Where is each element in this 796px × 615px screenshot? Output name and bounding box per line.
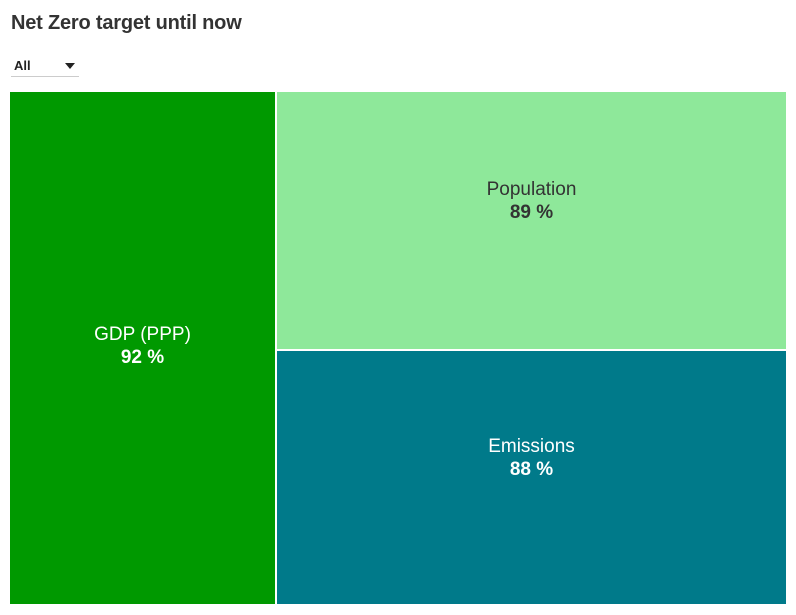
tile-category-label: Emissions: [488, 436, 575, 457]
tile-value-label: 89 %: [509, 201, 554, 223]
filter-dropdown-value: All: [14, 58, 31, 73]
tile-label: Emissions 88 %: [277, 436, 786, 482]
tile-value-label: 92 %: [120, 346, 165, 368]
tile-label: Population 89 %: [277, 179, 786, 225]
page-title: Net Zero target until now: [11, 12, 242, 34]
tile-value-label: 88 %: [509, 458, 554, 480]
filter-dropdown[interactable]: All: [11, 55, 79, 77]
treemap-tile-gdp[interactable]: GDP (PPP) 92 %: [10, 92, 275, 604]
chevron-down-icon: [65, 63, 75, 69]
treemap-tile-population[interactable]: Population 89 %: [277, 92, 786, 349]
tile-category-label: GDP (PPP): [94, 324, 191, 345]
tile-label: GDP (PPP) 92 %: [10, 324, 275, 370]
treemap-chart: GDP (PPP) 92 % Population 89 % Emissions…: [10, 92, 786, 604]
tile-category-label: Population: [486, 179, 577, 200]
treemap-tile-emissions[interactable]: Emissions 88 %: [277, 351, 786, 604]
